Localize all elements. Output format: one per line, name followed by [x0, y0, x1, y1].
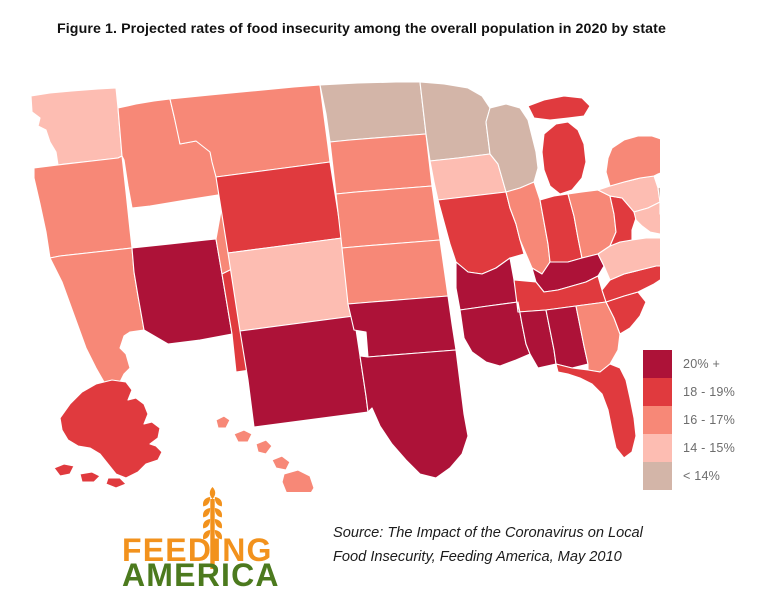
- state-wyoming: [215, 161, 343, 254]
- feeding-america-logo: FEEDING AMERICA: [122, 487, 304, 587]
- state-new-york: [605, 135, 660, 187]
- state-maryland: [633, 201, 660, 235]
- legend-label: 16 - 17%: [683, 413, 736, 427]
- state-florida: [555, 363, 637, 459]
- state-california: [49, 247, 145, 389]
- legend-label: < 14%: [683, 469, 721, 483]
- state-south-dakota: [329, 133, 433, 195]
- state-oregon: [33, 155, 133, 259]
- state-minnesota: [419, 82, 491, 162]
- state-washington: [30, 87, 123, 166]
- legend-item[interactable]: < 14%: [643, 462, 763, 490]
- state-new-jersey: [657, 186, 660, 215]
- source-line-2: Food Insecurity, Feeding America, May 20…: [333, 548, 622, 565]
- source-line-1: Source: The Impact of the Coronavirus on…: [333, 525, 643, 541]
- state-alaska: [59, 379, 163, 479]
- state-north-dakota: [319, 82, 427, 143]
- state-kansas: [341, 239, 449, 305]
- logo-word-america: AMERICA: [122, 557, 280, 587]
- state-nebraska: [335, 185, 441, 249]
- source-note: Source: The Impact of the Coronavirus on…: [333, 522, 733, 569]
- legend-item[interactable]: 18 - 19%: [643, 378, 763, 406]
- state-hawaii-4: [271, 455, 291, 471]
- state-texas: [359, 349, 469, 479]
- legend-swatch: [643, 462, 672, 490]
- state-hawaii-big-island: [281, 469, 315, 492]
- legend-swatch: [643, 378, 672, 406]
- us-map-svg: [30, 82, 660, 492]
- state-nevada: [131, 238, 233, 345]
- page-title: Figure 1. Projected rates of food insecu…: [57, 21, 666, 37]
- wheat-stalk-icon: [202, 487, 223, 569]
- state-hawaii-3: [255, 439, 273, 455]
- state-michigan-upper-peninsula: [527, 95, 591, 121]
- legend-swatch: [643, 350, 672, 378]
- legend-item[interactable]: 20% +: [643, 350, 763, 378]
- state-new-mexico: [239, 315, 369, 428]
- state-alaska-aleutians: [53, 463, 127, 489]
- legend-swatch: [643, 434, 672, 462]
- legend-label: 20% +: [683, 357, 721, 371]
- state-hawaii: [215, 415, 231, 429]
- state-hawaii-2: [233, 429, 253, 443]
- state-michigan: [541, 121, 587, 195]
- logo-svg: FEEDING AMERICA: [122, 487, 280, 587]
- legend-label: 14 - 15%: [683, 441, 736, 455]
- state-louisiana: [459, 301, 531, 367]
- state-oklahoma: [347, 295, 457, 358]
- us-choropleth-map: [20, 82, 660, 492]
- legend-item[interactable]: 16 - 17%: [643, 406, 763, 434]
- map-legend: 20% + 18 - 19% 16 - 17% 14 - 15% < 14%: [643, 350, 763, 490]
- legend-swatch: [643, 406, 672, 434]
- legend-item[interactable]: 14 - 15%: [643, 434, 763, 462]
- state-colorado: [227, 237, 355, 332]
- logo-word-feeding: FEEDING: [122, 532, 273, 568]
- legend-label: 18 - 19%: [683, 385, 736, 399]
